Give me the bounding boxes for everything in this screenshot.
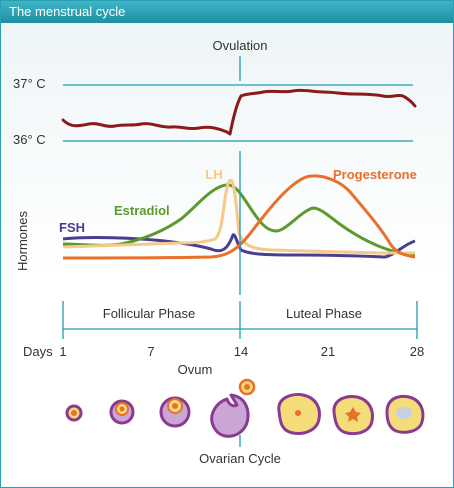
day-tick-label: 28 xyxy=(410,344,424,359)
released-ovum xyxy=(238,378,256,396)
lh-label: LH xyxy=(205,167,222,182)
estradiol-curve xyxy=(62,183,416,257)
temperature-curve xyxy=(61,88,417,136)
progesterone-curve xyxy=(62,174,416,260)
days-label: Days xyxy=(23,344,53,359)
ovarian-cycle-label: Ovarian Cycle xyxy=(199,451,281,466)
hormones-axis-label: Hormones xyxy=(15,211,30,271)
menstrual-cycle-diagram: Ovulation 37° C 36° C Hormones LH Estrad… xyxy=(13,38,425,466)
follicle-stage-2 xyxy=(109,399,135,425)
day-tick-label: 14 xyxy=(234,344,248,359)
diagram-panel: Ovulation 37° C 36° C Hormones LH Estrad… xyxy=(1,23,453,487)
estradiol-label: Estradiol xyxy=(114,203,170,218)
corpus-albicans xyxy=(385,394,425,434)
luteal-phase-label: Luteal Phase xyxy=(286,306,362,321)
ruptured-follicle xyxy=(210,393,250,438)
ovum-label: Ovum xyxy=(178,362,213,377)
follicle-stage-3 xyxy=(159,396,191,428)
temp-low-label: 36° C xyxy=(13,132,46,147)
ovulation-label: Ovulation xyxy=(213,38,268,53)
follicular-phase-label: Follicular Phase xyxy=(103,306,196,321)
corpus-luteum-2 xyxy=(332,395,374,436)
window-title: The menstrual cycle xyxy=(1,1,453,23)
day-tick-label: 1 xyxy=(59,344,66,359)
corpus-luteum-1 xyxy=(277,393,321,435)
fsh-label: FSH xyxy=(59,220,85,235)
follicle-stage-1 xyxy=(65,404,83,422)
temp-high-label: 37° C xyxy=(13,76,46,91)
day-tick-label: 7 xyxy=(147,344,154,359)
progesterone-label: Progesterone xyxy=(333,167,417,182)
day-tick-label: 21 xyxy=(321,344,335,359)
lh-curve xyxy=(62,178,415,255)
